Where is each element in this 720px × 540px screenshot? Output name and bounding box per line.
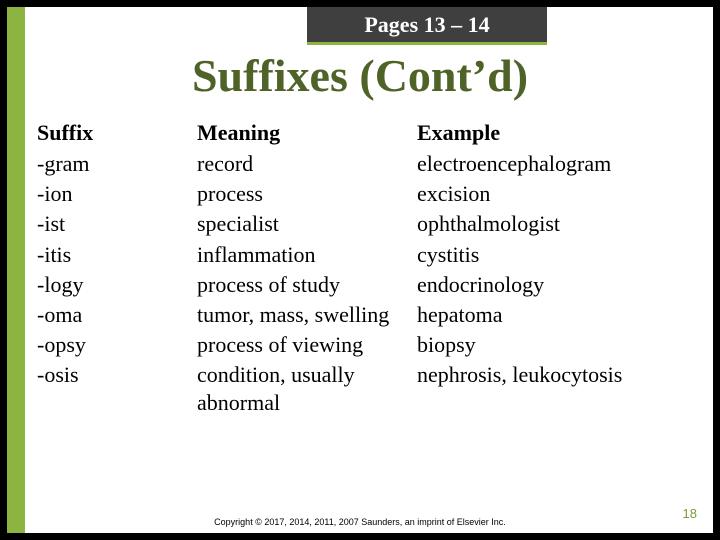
table-cell: -itis bbox=[37, 240, 197, 270]
table-cell: -oma bbox=[37, 300, 197, 330]
table-cell: hepatoma bbox=[417, 300, 687, 330]
page-number: 18 bbox=[683, 506, 697, 521]
table-cell: electroencephalogram bbox=[417, 149, 687, 179]
page-tab: Pages 13 – 14 bbox=[307, 7, 547, 45]
table-cell: endocrinology bbox=[417, 270, 687, 300]
suffix-table: Suffix Meaning Example -gram record elec… bbox=[37, 119, 699, 419]
copyright-text: Copyright © 2017, 2014, 2011, 2007 Saund… bbox=[7, 517, 713, 527]
table-cell: -osis bbox=[37, 360, 197, 418]
table-cell: -ist bbox=[37, 209, 197, 239]
table-cell: condition, usually abnormal bbox=[197, 360, 417, 418]
slide-frame: Pages 13 – 14 Suffixes (Cont’d) Suffix M… bbox=[4, 4, 716, 536]
table-cell: tumor, mass, swelling bbox=[197, 300, 417, 330]
table-cell: excision bbox=[417, 179, 687, 209]
table-cell: process bbox=[197, 179, 417, 209]
slide-title: Suffixes (Cont’d) bbox=[7, 49, 713, 102]
table-cell: nephrosis, leukocytosis bbox=[417, 360, 687, 418]
table-cell: -logy bbox=[37, 270, 197, 300]
col-header-suffix: Suffix bbox=[37, 119, 197, 149]
col-header-example: Example bbox=[417, 119, 687, 149]
table-cell: -gram bbox=[37, 149, 197, 179]
table-cell: process of study bbox=[197, 270, 417, 300]
table-cell: ophthalmologist bbox=[417, 209, 687, 239]
table-cell: cystitis bbox=[417, 240, 687, 270]
table-cell: record bbox=[197, 149, 417, 179]
table-cell: -opsy bbox=[37, 330, 197, 360]
col-header-meaning: Meaning bbox=[197, 119, 417, 149]
table-cell: -ion bbox=[37, 179, 197, 209]
table-cell: process of viewing bbox=[197, 330, 417, 360]
table-cell: biopsy bbox=[417, 330, 687, 360]
table-cell: specialist bbox=[197, 209, 417, 239]
table-cell: inflammation bbox=[197, 240, 417, 270]
